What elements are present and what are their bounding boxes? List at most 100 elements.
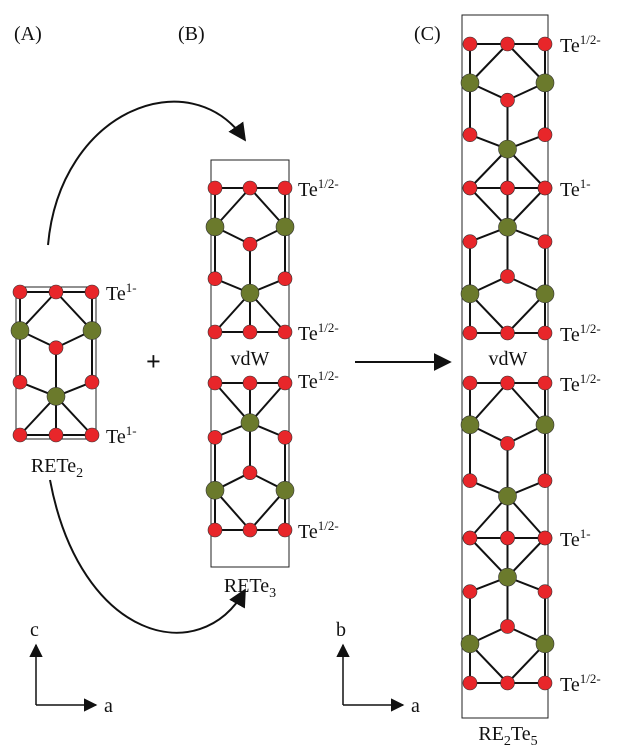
- te-atom: [243, 237, 257, 251]
- formula: RETe3: [224, 575, 276, 601]
- te-atom: [538, 585, 552, 599]
- site-label: Te1/2-: [298, 518, 339, 543]
- charge: 1-: [126, 423, 137, 438]
- te-atom: [463, 676, 477, 690]
- charge: 1/2-: [318, 518, 339, 533]
- te-atom: [538, 128, 552, 142]
- te-atom: [463, 585, 477, 599]
- formula-sub: 3: [269, 586, 276, 601]
- re-atom: [499, 218, 517, 236]
- te-atom: [463, 235, 477, 249]
- site-label: Te1-: [106, 423, 137, 448]
- re-atom: [83, 322, 101, 340]
- element: Te: [106, 283, 126, 305]
- te-atom: [538, 376, 552, 390]
- element: Te: [560, 324, 580, 346]
- axis-label: c: [30, 619, 39, 641]
- charge: 1/2-: [580, 32, 601, 47]
- te-atom: [13, 285, 27, 299]
- re-atom: [276, 481, 294, 499]
- te-atom: [278, 430, 292, 444]
- te-atom: [463, 474, 477, 488]
- panel-label: (B): [178, 23, 205, 45]
- figure: (A) (B) (C) + Te1- Te1- Te1/2- Te1/2- Te…: [0, 0, 621, 747]
- te-atom: [243, 523, 257, 537]
- te-atom: [243, 325, 257, 339]
- re-atom: [241, 284, 259, 302]
- charge: 1/2-: [318, 320, 339, 335]
- te-atom: [49, 285, 63, 299]
- formula-sub: 5: [531, 734, 538, 747]
- te-atom: [463, 128, 477, 142]
- te-atom: [501, 619, 515, 633]
- te-atom: [501, 376, 515, 390]
- charge: 1-: [580, 526, 591, 541]
- te-atom: [538, 326, 552, 340]
- formula-part: Te: [511, 723, 531, 745]
- site-label: Te1-: [560, 526, 591, 551]
- re-atom: [461, 285, 479, 303]
- te-atom: [208, 181, 222, 195]
- re-atom: [536, 74, 554, 92]
- te-atom: [208, 272, 222, 286]
- te-atom: [501, 676, 515, 690]
- te-atom: [278, 325, 292, 339]
- re-atom: [206, 218, 224, 236]
- te-atom: [501, 93, 515, 107]
- re-atom: [47, 387, 65, 405]
- te-atom: [278, 181, 292, 195]
- charge: 1/2-: [580, 371, 601, 386]
- te-atom: [278, 376, 292, 390]
- formula-part: RE: [478, 723, 504, 745]
- formula-part: RETe: [224, 575, 269, 597]
- structures: [11, 15, 554, 718]
- re-atom: [499, 140, 517, 158]
- element: Te: [560, 179, 580, 201]
- te-atom: [538, 37, 552, 51]
- te-atom: [13, 375, 27, 389]
- site-label: Te1-: [106, 280, 137, 305]
- element: Te: [560, 374, 580, 396]
- te-atom: [501, 269, 515, 283]
- te-atom: [49, 428, 63, 442]
- re-atom: [536, 285, 554, 303]
- te-atom: [85, 428, 99, 442]
- charge: 1/2-: [580, 321, 601, 336]
- plus: +: [146, 347, 161, 376]
- charge: 1-: [580, 176, 591, 191]
- te-atom: [463, 326, 477, 340]
- te-atom: [208, 430, 222, 444]
- charge: 1/2-: [318, 368, 339, 383]
- te-atom: [538, 474, 552, 488]
- te-atom: [463, 37, 477, 51]
- re-atom: [241, 414, 259, 432]
- te-atom: [208, 376, 222, 390]
- site-label: Te1/2-: [298, 368, 339, 393]
- formula-sub: 2: [76, 466, 83, 481]
- gap-label: vdW: [231, 348, 270, 370]
- re-atom: [536, 416, 554, 434]
- formula: RETe2: [31, 455, 83, 481]
- te-atom: [85, 285, 99, 299]
- charge: 1-: [126, 280, 137, 295]
- formula: RE2Te5: [478, 723, 537, 747]
- te-atom: [501, 181, 515, 195]
- site-label: Te1/2-: [560, 321, 601, 346]
- gap-label: vdW: [489, 348, 528, 370]
- axis-label: b: [336, 619, 346, 641]
- re-atom: [499, 487, 517, 505]
- panel-label: (A): [14, 23, 42, 45]
- te-atom: [538, 181, 552, 195]
- te-atom: [463, 181, 477, 195]
- element: Te: [560, 674, 580, 696]
- te-atom: [501, 531, 515, 545]
- site-label: Te1/2-: [560, 32, 601, 57]
- te-atom: [463, 376, 477, 390]
- te-atom: [278, 272, 292, 286]
- te-atom: [538, 235, 552, 249]
- element: Te: [560, 35, 580, 57]
- te-atom: [463, 531, 477, 545]
- axis-label: a: [411, 695, 420, 717]
- element: Te: [106, 426, 126, 448]
- te-atom: [538, 676, 552, 690]
